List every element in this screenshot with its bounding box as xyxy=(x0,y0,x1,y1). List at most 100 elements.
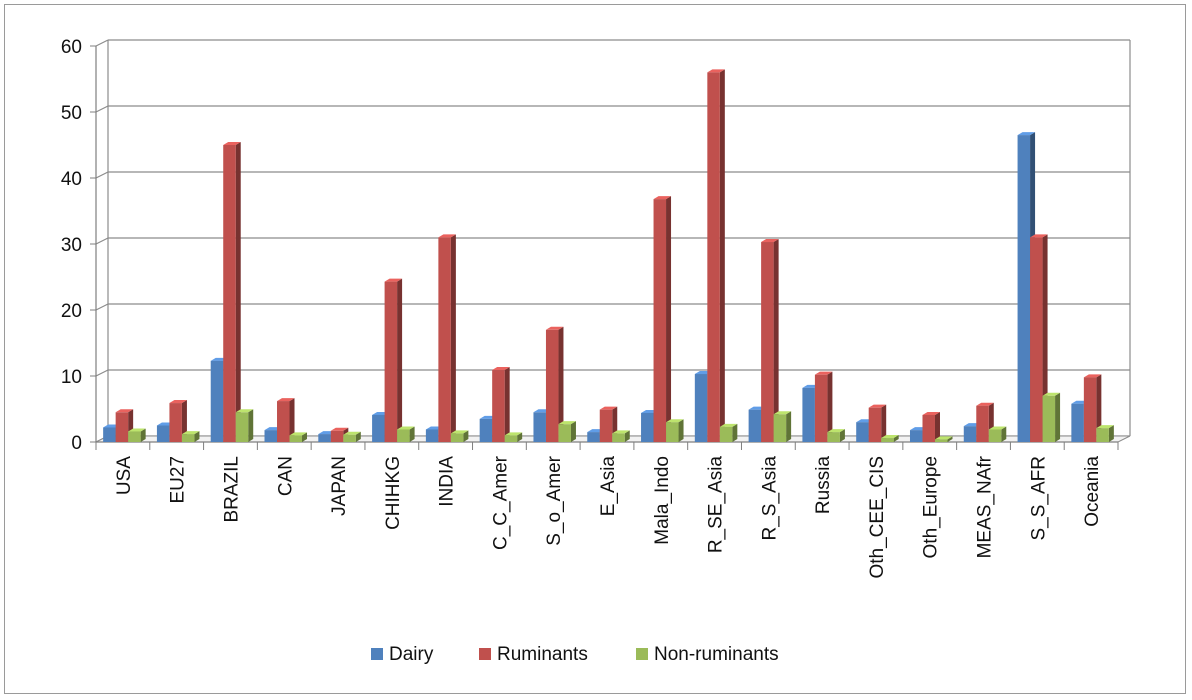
legend-label: Dairy xyxy=(389,644,434,665)
bar-front xyxy=(612,433,625,442)
bar-side xyxy=(302,432,308,442)
bar-top xyxy=(384,278,403,282)
bar-side xyxy=(397,278,403,442)
bar-front xyxy=(318,434,331,442)
bar-top xyxy=(397,426,415,430)
bar-top xyxy=(223,142,241,145)
bar-side xyxy=(773,239,779,442)
bar-top xyxy=(881,435,899,439)
bar-non-ruminants xyxy=(558,421,576,442)
gridline-connector xyxy=(95,171,109,179)
bar-front xyxy=(545,329,559,442)
bar-front xyxy=(773,414,787,442)
bar-front xyxy=(330,430,344,442)
bar-non-ruminants xyxy=(450,430,469,442)
bar-side xyxy=(517,432,523,442)
gridlines xyxy=(95,39,1130,443)
x-tick-label: Mala_Indo xyxy=(652,456,673,545)
y-tick-label: 40 xyxy=(61,169,82,190)
legend-swatch-dairy xyxy=(371,648,383,660)
bar-front xyxy=(719,426,733,442)
x-tick-label: INDIA xyxy=(437,456,458,507)
bar-top xyxy=(1042,392,1061,396)
bar-non-ruminants xyxy=(343,431,361,442)
bar-ruminants xyxy=(653,196,672,442)
bar-side xyxy=(194,431,200,442)
bar-non-ruminants xyxy=(1096,425,1114,442)
bar-front xyxy=(210,360,224,442)
x-tick-label: R_SE_Asia xyxy=(706,456,727,554)
bar-side xyxy=(934,411,940,442)
bar-front xyxy=(438,237,451,442)
axis-labels: 0 10 20 30 40 50 60 USA EU27 BRAZIL CAN JAPAN CHIHKG… xyxy=(61,37,1103,579)
x-tick-label: C_C_Amer xyxy=(490,455,511,550)
x-tick-label: EU27 xyxy=(168,456,189,504)
gridline-connector xyxy=(95,237,109,245)
bar-side xyxy=(1096,374,1102,442)
bar-front xyxy=(976,405,989,442)
bar-ruminants xyxy=(277,398,295,442)
bar-side xyxy=(463,430,469,442)
bar-non-ruminants xyxy=(235,409,254,442)
bar-top xyxy=(827,429,845,433)
bar-side xyxy=(1108,425,1114,442)
x-tick-label: E_Asia xyxy=(598,456,619,517)
bar-non-ruminants xyxy=(988,426,1007,442)
bar-top xyxy=(277,398,295,402)
bar-top xyxy=(934,436,953,440)
bar-front xyxy=(181,434,195,442)
x-tick-label: Oth_Europe xyxy=(921,456,942,558)
bar-side xyxy=(786,411,792,442)
bar-side xyxy=(947,436,953,442)
bar-ruminants xyxy=(1083,374,1102,442)
axes xyxy=(90,40,1131,450)
bar-top xyxy=(976,402,994,406)
bar-front xyxy=(641,412,654,442)
bar-top xyxy=(492,367,510,371)
x-tick-label: CAN xyxy=(275,456,296,496)
bar-front xyxy=(372,414,385,442)
y-tick-label: 30 xyxy=(61,235,82,256)
bar-ruminants xyxy=(545,326,564,442)
bar-front xyxy=(814,374,828,442)
bar-front xyxy=(235,412,249,442)
bar-top xyxy=(773,411,792,415)
bar-top xyxy=(343,431,361,435)
bar-top xyxy=(450,430,469,434)
bar-top xyxy=(181,431,200,435)
bar-side xyxy=(1001,426,1007,442)
bar-ruminants xyxy=(761,239,779,442)
legend-swatch-ruminants xyxy=(479,648,491,660)
bar-side xyxy=(1042,234,1048,442)
bar-top xyxy=(128,428,146,432)
bar-side xyxy=(140,428,146,442)
y-tick-label: 10 xyxy=(61,367,82,388)
bar-top xyxy=(504,432,523,436)
bar-non-ruminants xyxy=(934,436,953,442)
bar-top xyxy=(761,239,779,243)
bar-ruminants xyxy=(223,142,241,442)
bar-ruminants xyxy=(438,234,456,442)
bar-non-ruminants xyxy=(397,426,415,442)
bar-front xyxy=(115,412,129,442)
bar-side xyxy=(827,371,833,442)
bar-top xyxy=(653,196,672,200)
y-tick-label: 50 xyxy=(61,103,82,124)
bar-front xyxy=(277,401,290,442)
bar-side xyxy=(558,326,564,442)
bar-top xyxy=(438,234,456,238)
x-tick-label: CHIHKG xyxy=(383,456,404,530)
bar-top xyxy=(612,430,630,434)
bar-front xyxy=(504,435,518,442)
bar-front xyxy=(479,418,493,442)
bar-side xyxy=(893,435,899,442)
bar-non-ruminants xyxy=(827,429,845,442)
x-tick-label: MEAS_NAfr xyxy=(975,455,996,558)
bar-ruminants xyxy=(1030,234,1048,442)
bar-front xyxy=(963,426,977,442)
bar-top xyxy=(169,400,187,404)
bar-front xyxy=(827,432,840,442)
bar-top xyxy=(289,432,308,436)
bar-front xyxy=(909,430,923,442)
bar-top xyxy=(988,426,1007,430)
